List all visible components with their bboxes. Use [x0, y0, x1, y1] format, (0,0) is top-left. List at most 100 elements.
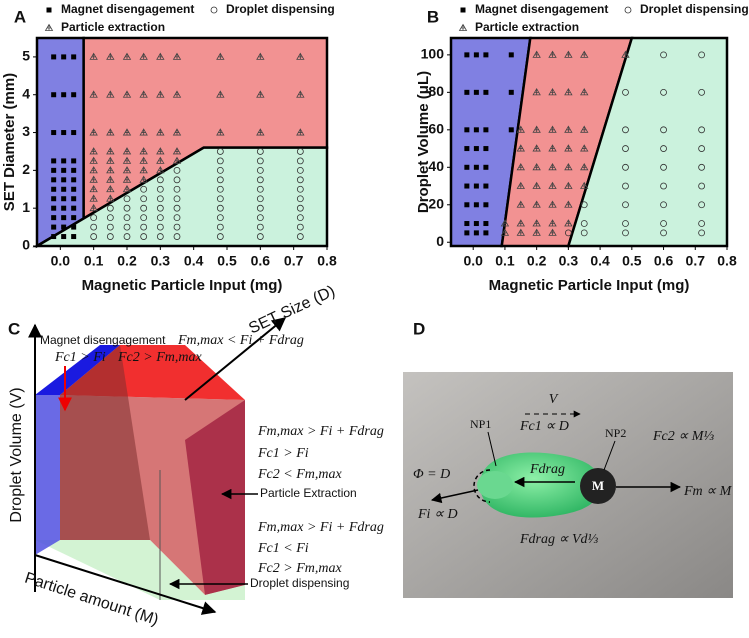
x-tick-label: 0.7 [686, 253, 706, 269]
point [516, 163, 525, 171]
label: Fi ∝ D [417, 507, 458, 522]
point [473, 127, 479, 133]
point [122, 184, 132, 193]
point [698, 88, 706, 96]
point [172, 52, 182, 60]
axis-arrow [34, 554, 217, 615]
legend-marker [210, 6, 218, 14]
legend-label: Particle extraction [61, 20, 165, 34]
label: V [549, 392, 559, 407]
x-tick-label: 0.0 [463, 253, 483, 269]
point [140, 195, 148, 203]
point [464, 221, 470, 227]
point [296, 195, 304, 203]
point [122, 147, 132, 155]
point [296, 204, 304, 212]
point [123, 214, 131, 222]
point [173, 166, 181, 174]
point [500, 228, 510, 236]
point [621, 50, 630, 58]
point [622, 88, 629, 96]
point [106, 166, 115, 174]
x-tick-label: 0.5 [217, 253, 237, 269]
legend-marker [44, 23, 54, 31]
point [580, 125, 589, 133]
pointer [603, 440, 616, 471]
point [483, 202, 489, 208]
point [173, 233, 181, 240]
x-axis-label: Magnetic Particle Input (mg) [82, 277, 283, 294]
region [35, 36, 85, 249]
point [61, 177, 67, 183]
point [71, 54, 77, 60]
y-tick-label: 20 [428, 195, 444, 211]
point [172, 128, 182, 136]
point [156, 195, 164, 203]
point [548, 144, 557, 152]
point [61, 130, 67, 136]
point [173, 214, 181, 222]
point [473, 230, 479, 236]
point [106, 156, 115, 164]
x-axis-label: Magnetic Particle Input (mg) [489, 277, 690, 294]
point [156, 156, 165, 164]
x-tick-label: 0.6 [251, 253, 271, 269]
x-tick-label: 0.4 [590, 253, 610, 269]
point [564, 200, 573, 208]
point [698, 229, 706, 237]
y-tick-label: 2 [22, 161, 30, 177]
point [564, 50, 573, 58]
point [296, 166, 304, 174]
point [173, 185, 181, 193]
point [580, 181, 589, 189]
point [532, 144, 541, 152]
point [660, 88, 667, 96]
x-tick-label: 0.7 [284, 253, 304, 269]
legend-label: Magnet disengagement [475, 2, 608, 16]
point [139, 166, 148, 174]
point [296, 157, 304, 165]
condition: Fc1 > Fi [257, 446, 309, 461]
point [580, 50, 589, 58]
panel-label: B [427, 7, 439, 26]
point [548, 125, 557, 133]
magnet-label: M [592, 478, 604, 493]
point [660, 182, 667, 190]
point [51, 130, 57, 136]
point [51, 224, 57, 230]
point [473, 146, 479, 152]
point [89, 203, 98, 212]
point [140, 223, 148, 231]
point [139, 128, 148, 136]
point [296, 176, 304, 184]
point [622, 220, 629, 227]
point [123, 195, 131, 203]
right-face [185, 400, 245, 595]
point [123, 204, 131, 212]
condition: Fc2 > Fm,max [257, 561, 342, 576]
point [256, 176, 264, 184]
point [106, 52, 115, 60]
point [296, 90, 305, 98]
point [464, 146, 470, 152]
point [71, 234, 77, 240]
y-tick-label: 1 [22, 199, 30, 215]
top-blue [35, 345, 120, 395]
x-tick-label: 0.5 [622, 253, 642, 269]
condition: Fm,max < Fi + Fdrag [177, 333, 304, 348]
droplet [480, 452, 600, 518]
condition: Fc2 < Fm,max [257, 467, 342, 482]
x-tick-label: 0.0 [51, 253, 71, 269]
point [216, 185, 224, 193]
point [216, 148, 224, 155]
label: NP2 [605, 426, 626, 440]
charts: 0 1 2 3 4 5 0.0 0.1 0.2 0.3 0.4 0.5 0.6 0.7 0.8 Magneti… [1, 2, 749, 294]
panel-label: A [14, 7, 26, 26]
label: Fc2 ∝ M⅓ [652, 429, 714, 444]
point [140, 185, 148, 193]
point [51, 92, 57, 98]
legend-label: Magnet disengagement [61, 2, 194, 16]
point [548, 219, 557, 227]
blue-face [35, 395, 60, 555]
